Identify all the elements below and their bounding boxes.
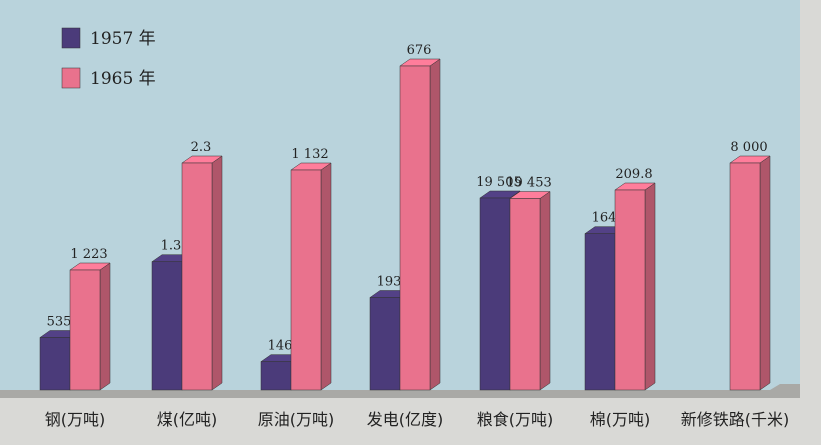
bar [260,361,292,391]
value-label: 676 [407,43,432,58]
legend-label: 1957 年 [90,29,156,49]
bar [39,337,71,391]
value-label: 2.3 [191,140,212,155]
bar-side [644,182,656,391]
bar-side [320,162,332,391]
bar [509,198,541,391]
bar [614,189,646,391]
bar [181,162,213,391]
value-label: 8 000 [730,140,767,155]
legend-label: 1965 年 [90,69,156,89]
bar [729,162,761,391]
bar [479,197,511,391]
bar [584,233,616,391]
bar-side [759,155,771,391]
x-tick-label: 新修铁路(千米) [681,410,790,429]
x-tick-label: 粮食(万吨) [477,410,554,429]
x-tick-label: 钢(万吨) [45,410,106,429]
value-label: 164 [592,211,617,226]
x-tick-label: 棉(万吨) [590,410,651,429]
legend-swatch [61,27,81,49]
bar-side [211,155,223,391]
value-label: 19 453 [506,176,552,191]
value-label: 1 132 [291,147,328,162]
x-tick-label: 原油(万吨) [258,410,335,429]
x-tick-label: 煤(亿吨) [157,410,218,429]
bar [151,261,183,391]
bar [69,269,101,391]
bar-side [429,58,441,391]
value-label: 535 [47,315,72,330]
bar-side [99,262,111,391]
value-label: 193 [377,274,402,289]
bar [399,65,431,391]
bar-side [539,191,551,391]
value-label: 1.3 [161,239,182,254]
legend-swatch [61,67,81,89]
bar [290,169,322,391]
bar [369,297,401,391]
floor [0,384,800,398]
value-label: 209.8 [615,167,652,182]
value-label: 1 223 [70,247,107,262]
value-label: 146 [268,339,293,354]
value-label: 19 505 [476,175,522,190]
x-tick-label: 发电(亿度) [367,410,444,429]
